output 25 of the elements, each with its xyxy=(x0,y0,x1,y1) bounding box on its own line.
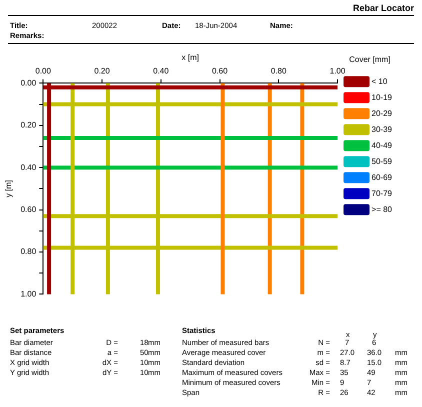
x-axis-title: x [m] xyxy=(182,53,200,62)
y-tick-label: 0.80 xyxy=(20,247,37,256)
legend-label: 70-79 xyxy=(372,188,393,198)
x-tick-label: 1.00 xyxy=(330,66,346,76)
x-tick-label: 0.20 xyxy=(94,66,110,76)
legend-label: 30-39 xyxy=(372,124,393,134)
legend-label: < 10 xyxy=(372,76,388,86)
y-axis-title: y [m] xyxy=(4,180,14,198)
x-tick-label: 0.40 xyxy=(153,66,170,76)
legend-label: 10-19 xyxy=(372,92,393,102)
legend-label: 40-49 xyxy=(372,140,393,150)
y-tick-label: 0.40 xyxy=(20,162,37,172)
legend-label: >= 80 xyxy=(372,204,393,214)
y-tick-label: 1.00 xyxy=(20,289,37,298)
x-tick-label: 0.60 xyxy=(212,66,228,76)
legend-label: 60-69 xyxy=(372,172,393,182)
legend-label: 20-29 xyxy=(372,108,393,118)
x-tick-label: 0.00 xyxy=(35,66,52,76)
y-tick-label: 0.00 xyxy=(20,78,37,88)
y-tick-label: 0.20 xyxy=(20,120,37,130)
text: Rebar Locator xyxy=(352,3,414,13)
y-tick-label: 0.60 xyxy=(20,205,37,214)
legend-title: Cover [mm] xyxy=(349,55,390,64)
legend-label: 50-59 xyxy=(372,156,393,166)
x-tick-label: 0.80 xyxy=(270,66,287,76)
